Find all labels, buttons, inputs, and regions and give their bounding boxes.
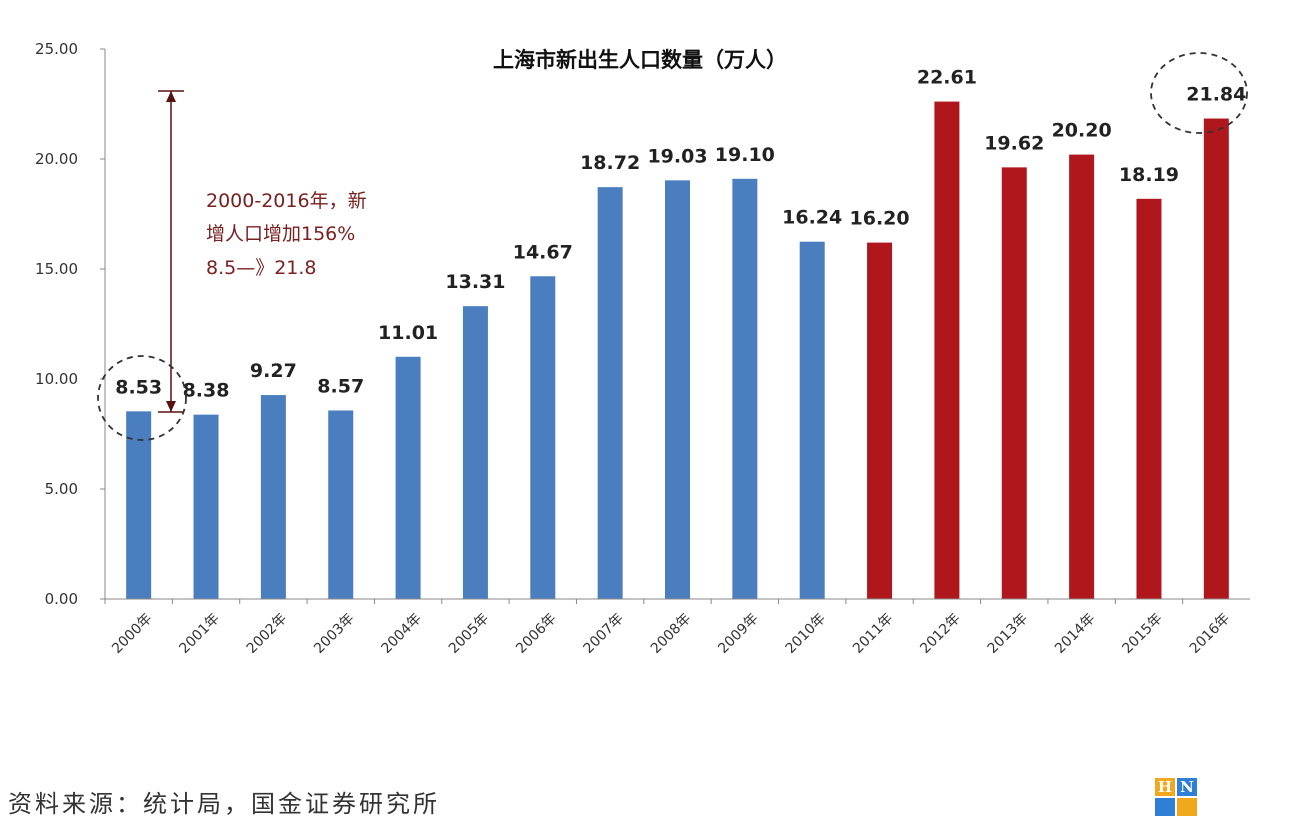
x-tick-label: 2013年 [985, 611, 1031, 657]
data-label: 19.03 [647, 145, 707, 167]
x-axis: 2000年 2001年 2002年 2003年 2004年 2005年 2006年 2007年… [104, 598, 1250, 657]
growth-annotation: 2000-2016年，新 增人口增加156% 8.5—》21.8 [97, 52, 1248, 441]
annotation-line-1: 2000-2016年，新 [206, 190, 367, 212]
bar [597, 187, 623, 599]
data-label: 21.84 [1186, 84, 1246, 106]
x-tick-label: 2005年 [446, 611, 492, 657]
x-tick-label: 2003年 [311, 611, 357, 657]
bar [665, 180, 690, 599]
data-label: 16.20 [850, 208, 910, 230]
highlight-circle-2016 [1150, 52, 1248, 134]
bar [934, 101, 960, 599]
logo-icon: H N [1155, 778, 1199, 816]
data-label: 8.57 [317, 375, 364, 397]
x-tick-label: 2001年 [176, 611, 222, 657]
data-label: 8.53 [115, 376, 162, 398]
x-tick-label: 2011年 [850, 611, 896, 657]
y-tick-label: 0.00 [45, 590, 78, 608]
arrow-head-down-icon [166, 401, 176, 412]
bar-chart: 上海市新出生人口数量（万人） 0.00 5.00 10.00 15.00 20.00 25… [35, 40, 1250, 657]
data-label: 14.67 [513, 241, 573, 263]
data-label: 13.31 [445, 271, 505, 293]
arrow-head-up-icon [166, 91, 176, 102]
bar [462, 306, 488, 599]
x-tick-label: 2000年 [109, 611, 155, 657]
x-tick-label: 2010年 [783, 611, 829, 657]
x-tick-label: 2016年 [1187, 611, 1233, 657]
highlight-circle-2000 [97, 355, 187, 441]
data-label: 19.10 [715, 144, 775, 166]
data-label: 11.01 [378, 322, 438, 344]
bar [799, 241, 825, 599]
bar [193, 414, 219, 599]
data-label: 9.27 [250, 360, 297, 382]
bar [126, 411, 152, 599]
annotation-line-3: 8.5—》21.8 [206, 257, 317, 279]
bar [1069, 154, 1095, 599]
bar [732, 178, 758, 600]
bar [395, 356, 421, 599]
data-label: 22.61 [917, 67, 977, 89]
x-tick-label: 2002年 [244, 611, 290, 657]
source-note: 资料来源：统计局，国金证券研究所 [8, 790, 440, 818]
bar [1001, 167, 1027, 600]
x-tick-label: 2009年 [715, 611, 761, 657]
data-label: 8.38 [183, 380, 230, 402]
x-tick-label: 2006年 [513, 611, 559, 657]
data-label: 19.62 [984, 132, 1044, 154]
x-tick-label: 2004年 [379, 611, 425, 657]
data-label: 16.24 [782, 207, 842, 229]
y-axis: 0.00 5.00 10.00 15.00 20.00 25.00 [35, 40, 106, 608]
x-tick-label: 2014年 [1052, 611, 1098, 657]
x-tick-label: 2012年 [917, 611, 963, 657]
data-label: 18.72 [580, 152, 640, 174]
x-tick-label: 2015年 [1119, 611, 1165, 657]
x-tick-label: 2007年 [581, 611, 627, 657]
logo-cell-tr: N [1177, 778, 1197, 796]
bar [867, 242, 893, 599]
bar [328, 410, 354, 599]
chart-title: 上海市新出生人口数量（万人） [493, 48, 787, 72]
y-tick-label: 20.00 [35, 150, 78, 168]
x-tick-label: 2008年 [648, 611, 694, 657]
data-label: 20.20 [1052, 120, 1112, 142]
bar [1136, 198, 1162, 599]
bar [1203, 118, 1229, 600]
y-tick-label: 25.00 [35, 40, 78, 58]
bar [530, 276, 556, 599]
y-tick-label: 15.00 [35, 260, 78, 278]
logo-cell-tl: H [1155, 778, 1175, 796]
annotation-line-2: 增人口增加156% [206, 223, 355, 245]
y-tick-label: 10.00 [35, 370, 78, 388]
y-tick-label: 5.00 [45, 480, 78, 498]
bar [260, 395, 286, 599]
data-label: 18.19 [1119, 164, 1179, 186]
logo-cell-br [1177, 798, 1197, 816]
logo-cell-bl [1155, 798, 1175, 816]
bars: 8.53 8.38 9.27 8.57 11.01 13.31 14.67 18.72 19.0… [115, 67, 1246, 600]
